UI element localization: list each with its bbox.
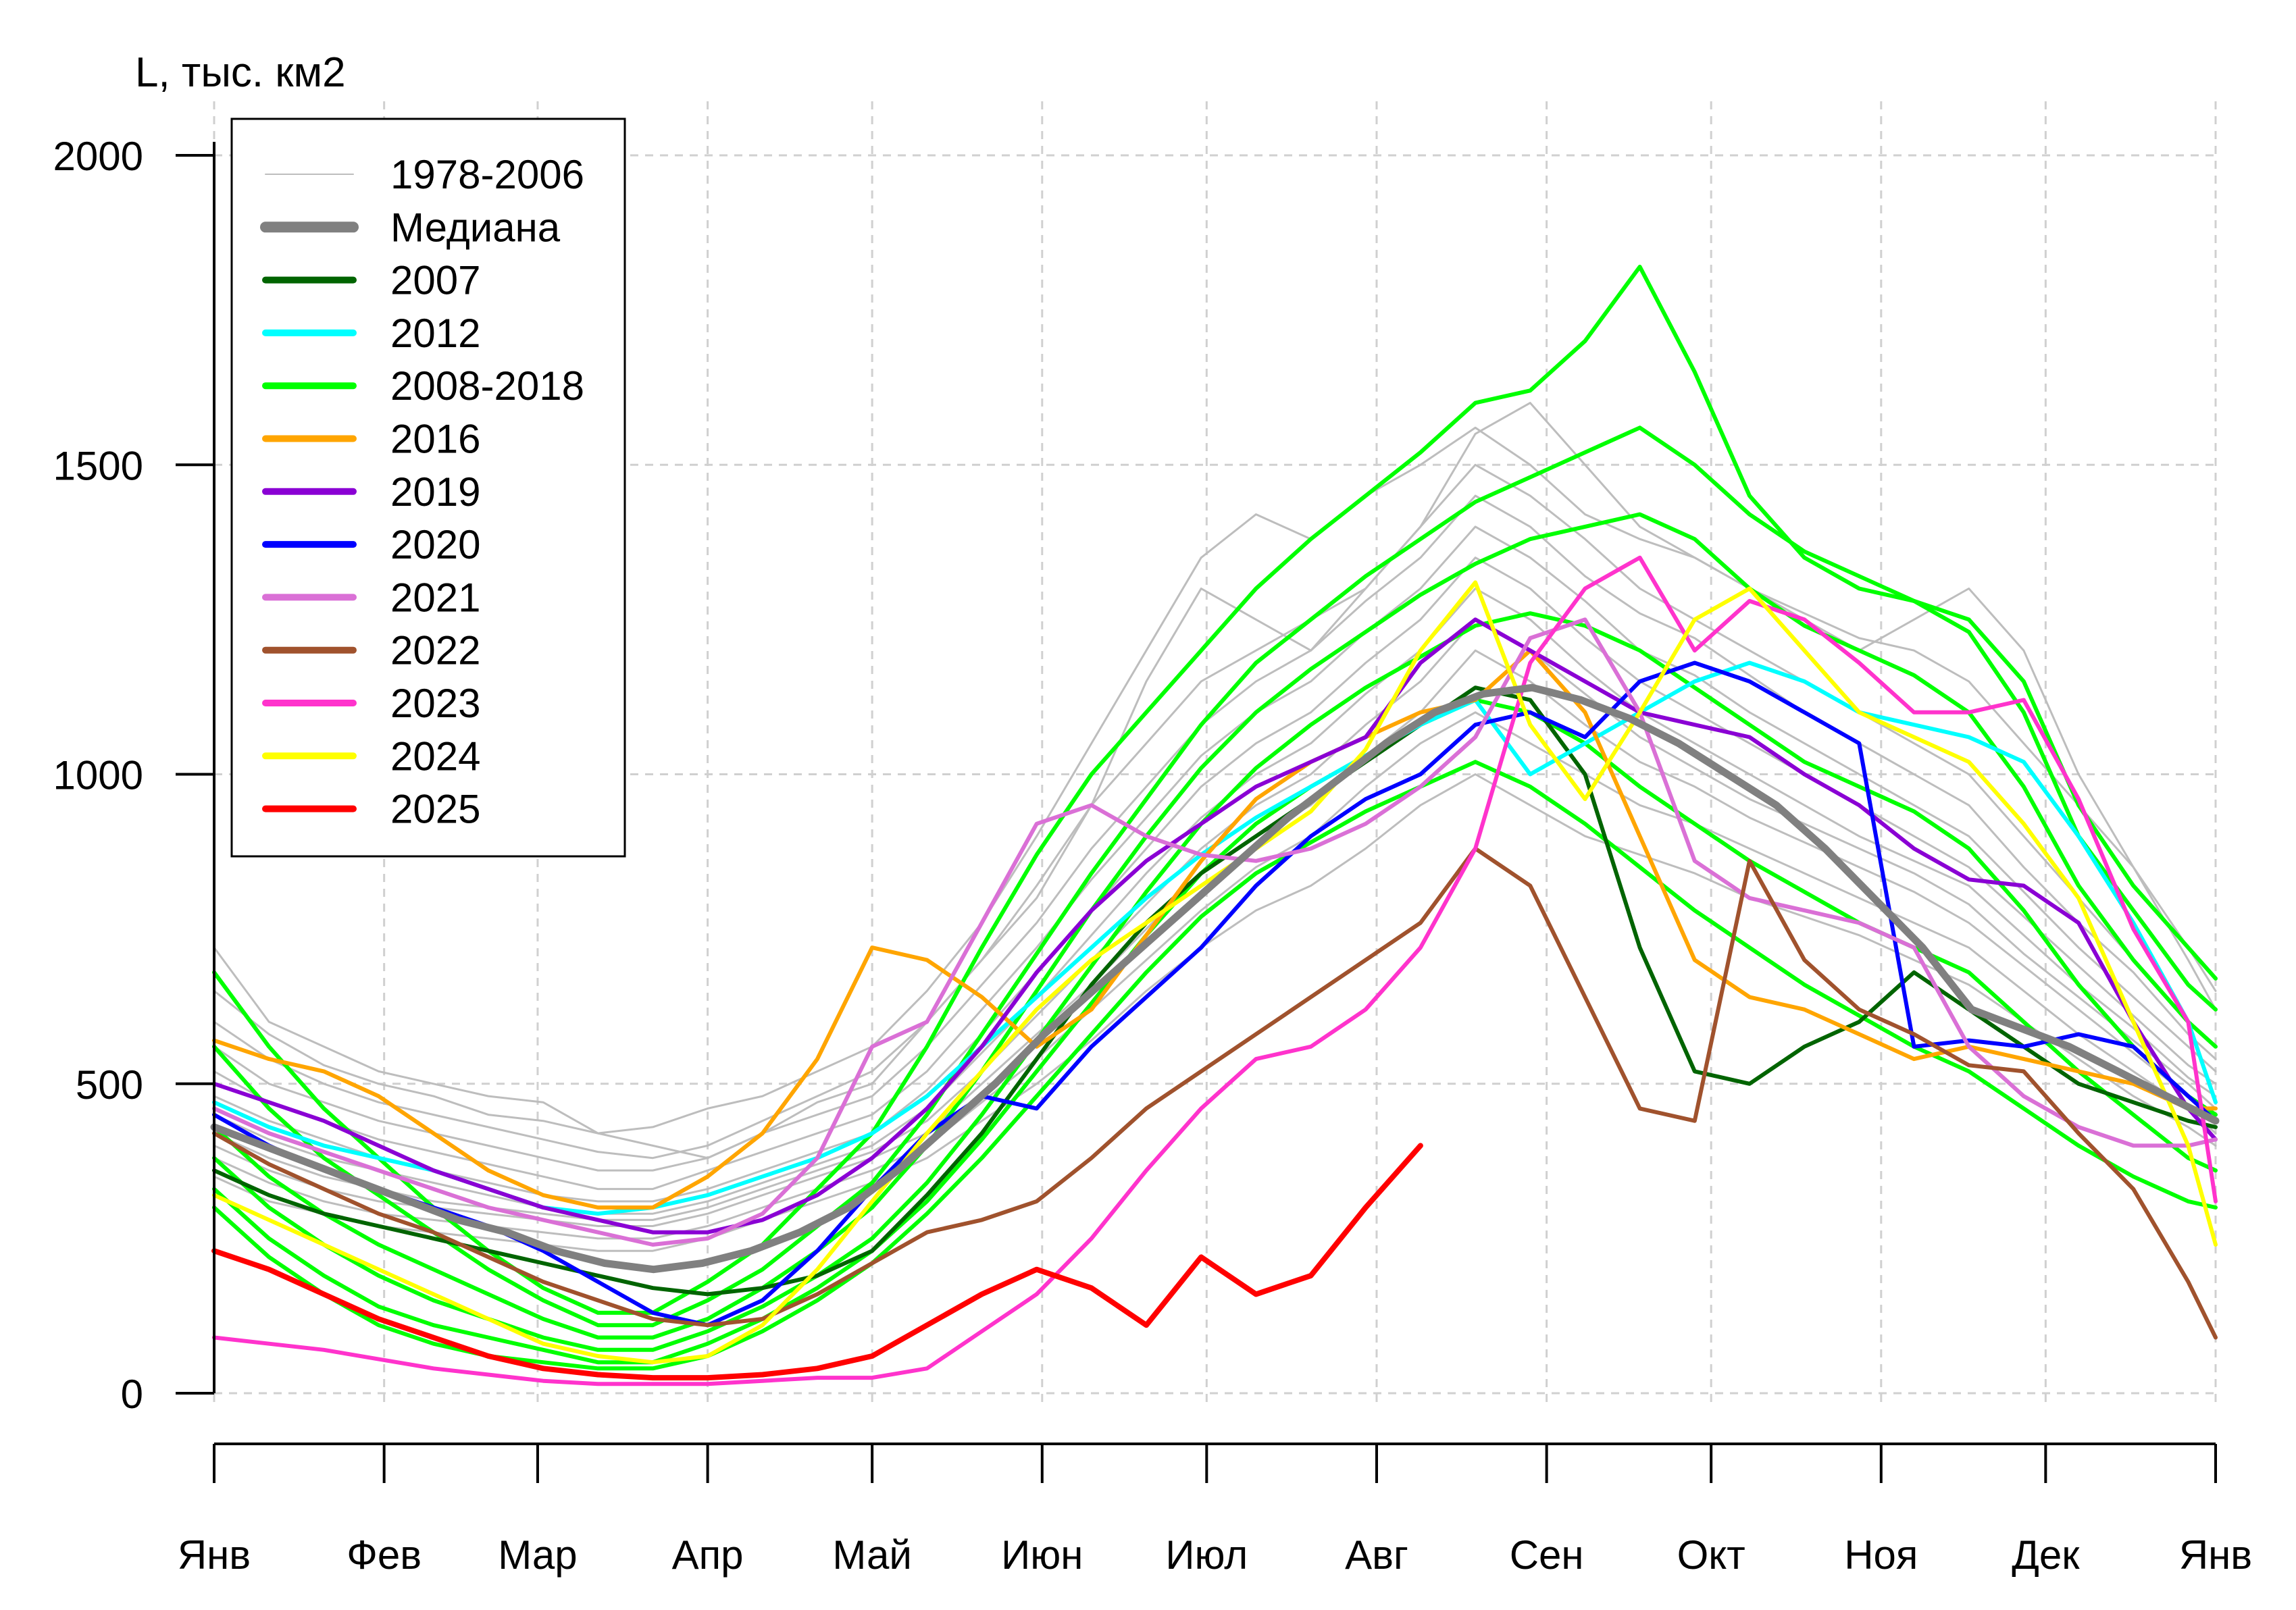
legend-label: 2016 xyxy=(390,417,480,462)
series-line-2016 xyxy=(212,648,2218,1210)
x-tick-label: Июн xyxy=(1001,1532,1083,1578)
series-line-2023 xyxy=(212,555,2218,1386)
x-tick-label: Фев xyxy=(347,1532,422,1578)
x-tick-label: Апр xyxy=(672,1532,744,1578)
y-tick-label: 0 xyxy=(121,1372,143,1417)
series-line-1978-2006 xyxy=(213,711,2217,1240)
x-tick-label: Ноя xyxy=(1844,1532,1918,1578)
x-tick-label: Май xyxy=(832,1532,912,1578)
x-tick-label: Окт xyxy=(1677,1532,1745,1578)
series-line-2008-2018 xyxy=(212,611,2218,1352)
y-tick-label: 1000 xyxy=(53,753,143,798)
legend: 1978-2006 Медиана 2007 2012 2008-2018 2016 201… xyxy=(230,118,626,858)
legend-label: 2008-2018 xyxy=(390,363,584,409)
series-line-2021 xyxy=(212,617,2218,1247)
x-tick-label: Янв xyxy=(2179,1532,2252,1578)
series-line-2025 xyxy=(211,1143,1423,1381)
x-tick-label: Июл xyxy=(1165,1532,1248,1578)
legend-label: 2012 xyxy=(390,311,480,356)
legend-label: 2024 xyxy=(390,733,480,779)
series-line-Медиана xyxy=(210,683,2220,1274)
series-line-2022 xyxy=(212,846,2218,1340)
series-lines xyxy=(210,265,2220,1386)
series-line-1978-2006 xyxy=(213,525,2217,1191)
series-line-2008-2018 xyxy=(212,425,2218,1328)
series-line-1978-2006 xyxy=(213,494,2217,1172)
y-tick-label: 1500 xyxy=(53,443,143,488)
series-line-1978-2006 xyxy=(213,463,2217,1160)
legend-label: 2007 xyxy=(390,258,480,303)
legend-label: 2019 xyxy=(390,469,480,515)
y-ticks: 0 500 1000 1500 2000 xyxy=(53,134,214,1417)
legend-label: 2025 xyxy=(390,787,480,832)
series-line-2007 xyxy=(212,685,2218,1297)
series-line-1978-2006 xyxy=(213,618,2217,1221)
legend-label: 2023 xyxy=(390,681,480,726)
series-line-2008-2018 xyxy=(212,760,2218,1371)
x-ticks: Янв Фев Мар Апр Май Июн Июл Авг Сен Окт Ноя Дек Янв xyxy=(178,1444,2252,1578)
x-tick-label: Дек xyxy=(2012,1532,2080,1578)
y-tick-label: 500 xyxy=(76,1062,143,1108)
legend-label: Медиана xyxy=(390,205,561,250)
x-tick-label: Авг xyxy=(1345,1532,1408,1578)
series-line-1978-2006 xyxy=(213,426,2217,1135)
y-tick-label: 2000 xyxy=(53,134,143,179)
x-tick-label: Сен xyxy=(1510,1532,1584,1578)
series-line-2019 xyxy=(212,617,2218,1235)
legend-box xyxy=(230,118,626,858)
legend-label: 1978-2006 xyxy=(390,152,584,197)
x-tick-label: Мар xyxy=(498,1532,577,1578)
legend-label: 2021 xyxy=(390,575,480,620)
series-line-1978-2006 xyxy=(213,402,2217,1160)
series-line-2008-2018 xyxy=(212,512,2218,1340)
x-tick-label: Янв xyxy=(178,1532,251,1578)
y-axis-label: L, тыс. км2 xyxy=(135,49,346,96)
legend-label: 2022 xyxy=(390,628,480,673)
series-line-2020 xyxy=(212,660,2218,1328)
legend-label: 2020 xyxy=(390,522,480,567)
